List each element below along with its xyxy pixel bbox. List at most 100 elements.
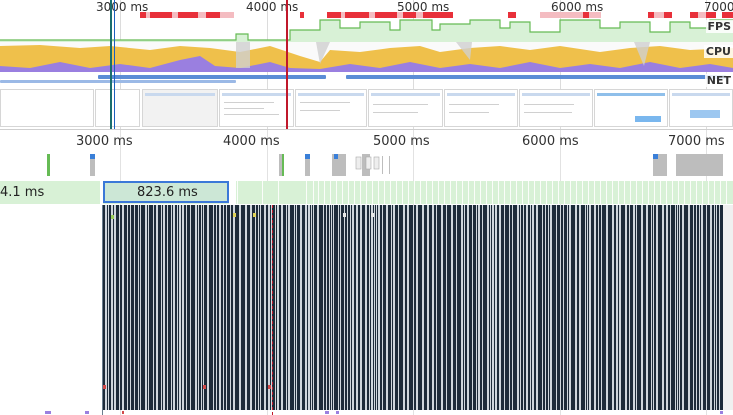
task-bar[interactable] (717, 205, 719, 410)
task-bar[interactable] (252, 205, 255, 410)
task-bar[interactable] (658, 205, 662, 410)
screenshot-thumbnail[interactable] (0, 89, 94, 127)
task-bar[interactable] (531, 205, 532, 410)
task-bar[interactable] (324, 205, 326, 410)
task-bar[interactable] (568, 205, 569, 410)
task-bar[interactable] (473, 205, 476, 410)
task-bar[interactable] (312, 205, 313, 410)
task-bar[interactable] (707, 205, 710, 410)
task-bar[interactable] (362, 205, 365, 410)
task-bar[interactable] (370, 205, 371, 410)
task-bar[interactable] (643, 205, 646, 410)
task-bar[interactable] (290, 205, 294, 410)
task-bar[interactable] (279, 205, 281, 410)
task-bar[interactable] (538, 205, 542, 410)
task-bar[interactable] (480, 205, 482, 410)
task-bar[interactable] (256, 205, 258, 410)
task-bar[interactable] (351, 205, 352, 410)
task-bar[interactable] (477, 205, 478, 410)
task-bar[interactable] (276, 205, 277, 410)
task-bar[interactable] (399, 205, 403, 410)
task-bar[interactable] (388, 205, 391, 410)
task-bar[interactable] (424, 205, 427, 410)
main-thread-track[interactable] (0, 205, 733, 415)
task-bar[interactable] (418, 205, 422, 410)
current-time-marker[interactable] (286, 0, 288, 130)
task-bar[interactable] (557, 205, 560, 410)
task-bar[interactable] (241, 205, 245, 410)
task-bar[interactable] (546, 205, 548, 410)
task-bar[interactable] (676, 205, 677, 410)
task-bar[interactable] (116, 205, 119, 410)
task-bar[interactable] (139, 205, 140, 410)
task-bar[interactable] (287, 205, 288, 410)
task-bar[interactable] (131, 205, 134, 410)
task-bar[interactable] (341, 205, 344, 410)
screenshot-thumbnail[interactable] (142, 89, 218, 127)
task-bar[interactable] (358, 205, 360, 410)
task-bar[interactable] (618, 205, 619, 410)
task-bar[interactable] (700, 205, 701, 410)
task-bar[interactable] (302, 205, 305, 410)
task-bar[interactable] (168, 205, 171, 410)
task-bar[interactable] (463, 205, 464, 410)
task-bar[interactable] (231, 205, 233, 410)
task-bar[interactable] (528, 205, 530, 410)
task-bar[interactable] (165, 205, 167, 410)
task-bar[interactable] (588, 205, 589, 410)
task-bar[interactable] (178, 205, 179, 410)
task-bar[interactable] (120, 205, 122, 410)
overview-pane[interactable]: 3000 ms 4000 ms 5000 ms 6000 ms 7000 (0, 0, 733, 130)
task-bar[interactable] (135, 205, 138, 410)
task-bar[interactable] (395, 205, 398, 410)
task-bar[interactable] (586, 205, 587, 410)
pane-divider[interactable] (0, 129, 733, 130)
task-bar[interactable] (199, 205, 201, 410)
task-bar[interactable] (154, 205, 156, 410)
task-bar[interactable] (453, 205, 456, 410)
task-bar[interactable] (172, 205, 173, 410)
task-bar[interactable] (175, 205, 177, 410)
screenshot-thumbnail[interactable] (95, 89, 140, 127)
task-bar[interactable] (107, 205, 108, 410)
task-bar[interactable] (429, 205, 432, 410)
screenshot-thumbnail[interactable] (594, 89, 668, 127)
task-bar[interactable] (664, 205, 666, 410)
task-bar[interactable] (621, 205, 625, 410)
task-bar[interactable] (684, 205, 688, 410)
screenshot-thumbnail[interactable] (219, 89, 294, 127)
task-bar[interactable] (712, 205, 714, 410)
task-bar[interactable] (510, 205, 512, 410)
task-bar[interactable] (409, 205, 413, 410)
task-bar[interactable] (332, 205, 333, 410)
task-bar[interactable] (310, 205, 311, 410)
task-bar[interactable] (202, 205, 203, 410)
task-bar[interactable] (373, 205, 374, 410)
task-bar[interactable] (469, 205, 472, 410)
task-bar[interactable] (524, 205, 526, 410)
selected-frame-block[interactable]: 823.6 ms (103, 181, 229, 203)
task-bar[interactable] (491, 205, 492, 410)
task-bar[interactable] (377, 205, 378, 410)
task-bar[interactable] (162, 205, 163, 410)
task-bar[interactable] (447, 205, 451, 410)
selection-left-handle[interactable] (110, 0, 112, 130)
task-bar[interactable] (534, 205, 536, 410)
task-bar[interactable] (383, 205, 386, 410)
task-bar[interactable] (561, 205, 563, 410)
task-bar[interactable] (690, 205, 693, 410)
task-bar[interactable] (457, 205, 461, 410)
task-bar[interactable] (128, 205, 130, 410)
task-bar[interactable] (345, 205, 347, 410)
task-bar[interactable] (266, 205, 268, 410)
task-bar[interactable] (295, 205, 296, 410)
task-bar[interactable] (602, 205, 606, 410)
task-bar[interactable] (671, 205, 675, 410)
task-bar[interactable] (380, 205, 382, 410)
task-bar[interactable] (367, 205, 369, 410)
task-bar[interactable] (124, 205, 127, 410)
task-bar[interactable] (654, 205, 656, 410)
task-bar[interactable] (217, 205, 219, 410)
task-bar[interactable] (224, 205, 226, 410)
task-bar[interactable] (652, 205, 653, 410)
